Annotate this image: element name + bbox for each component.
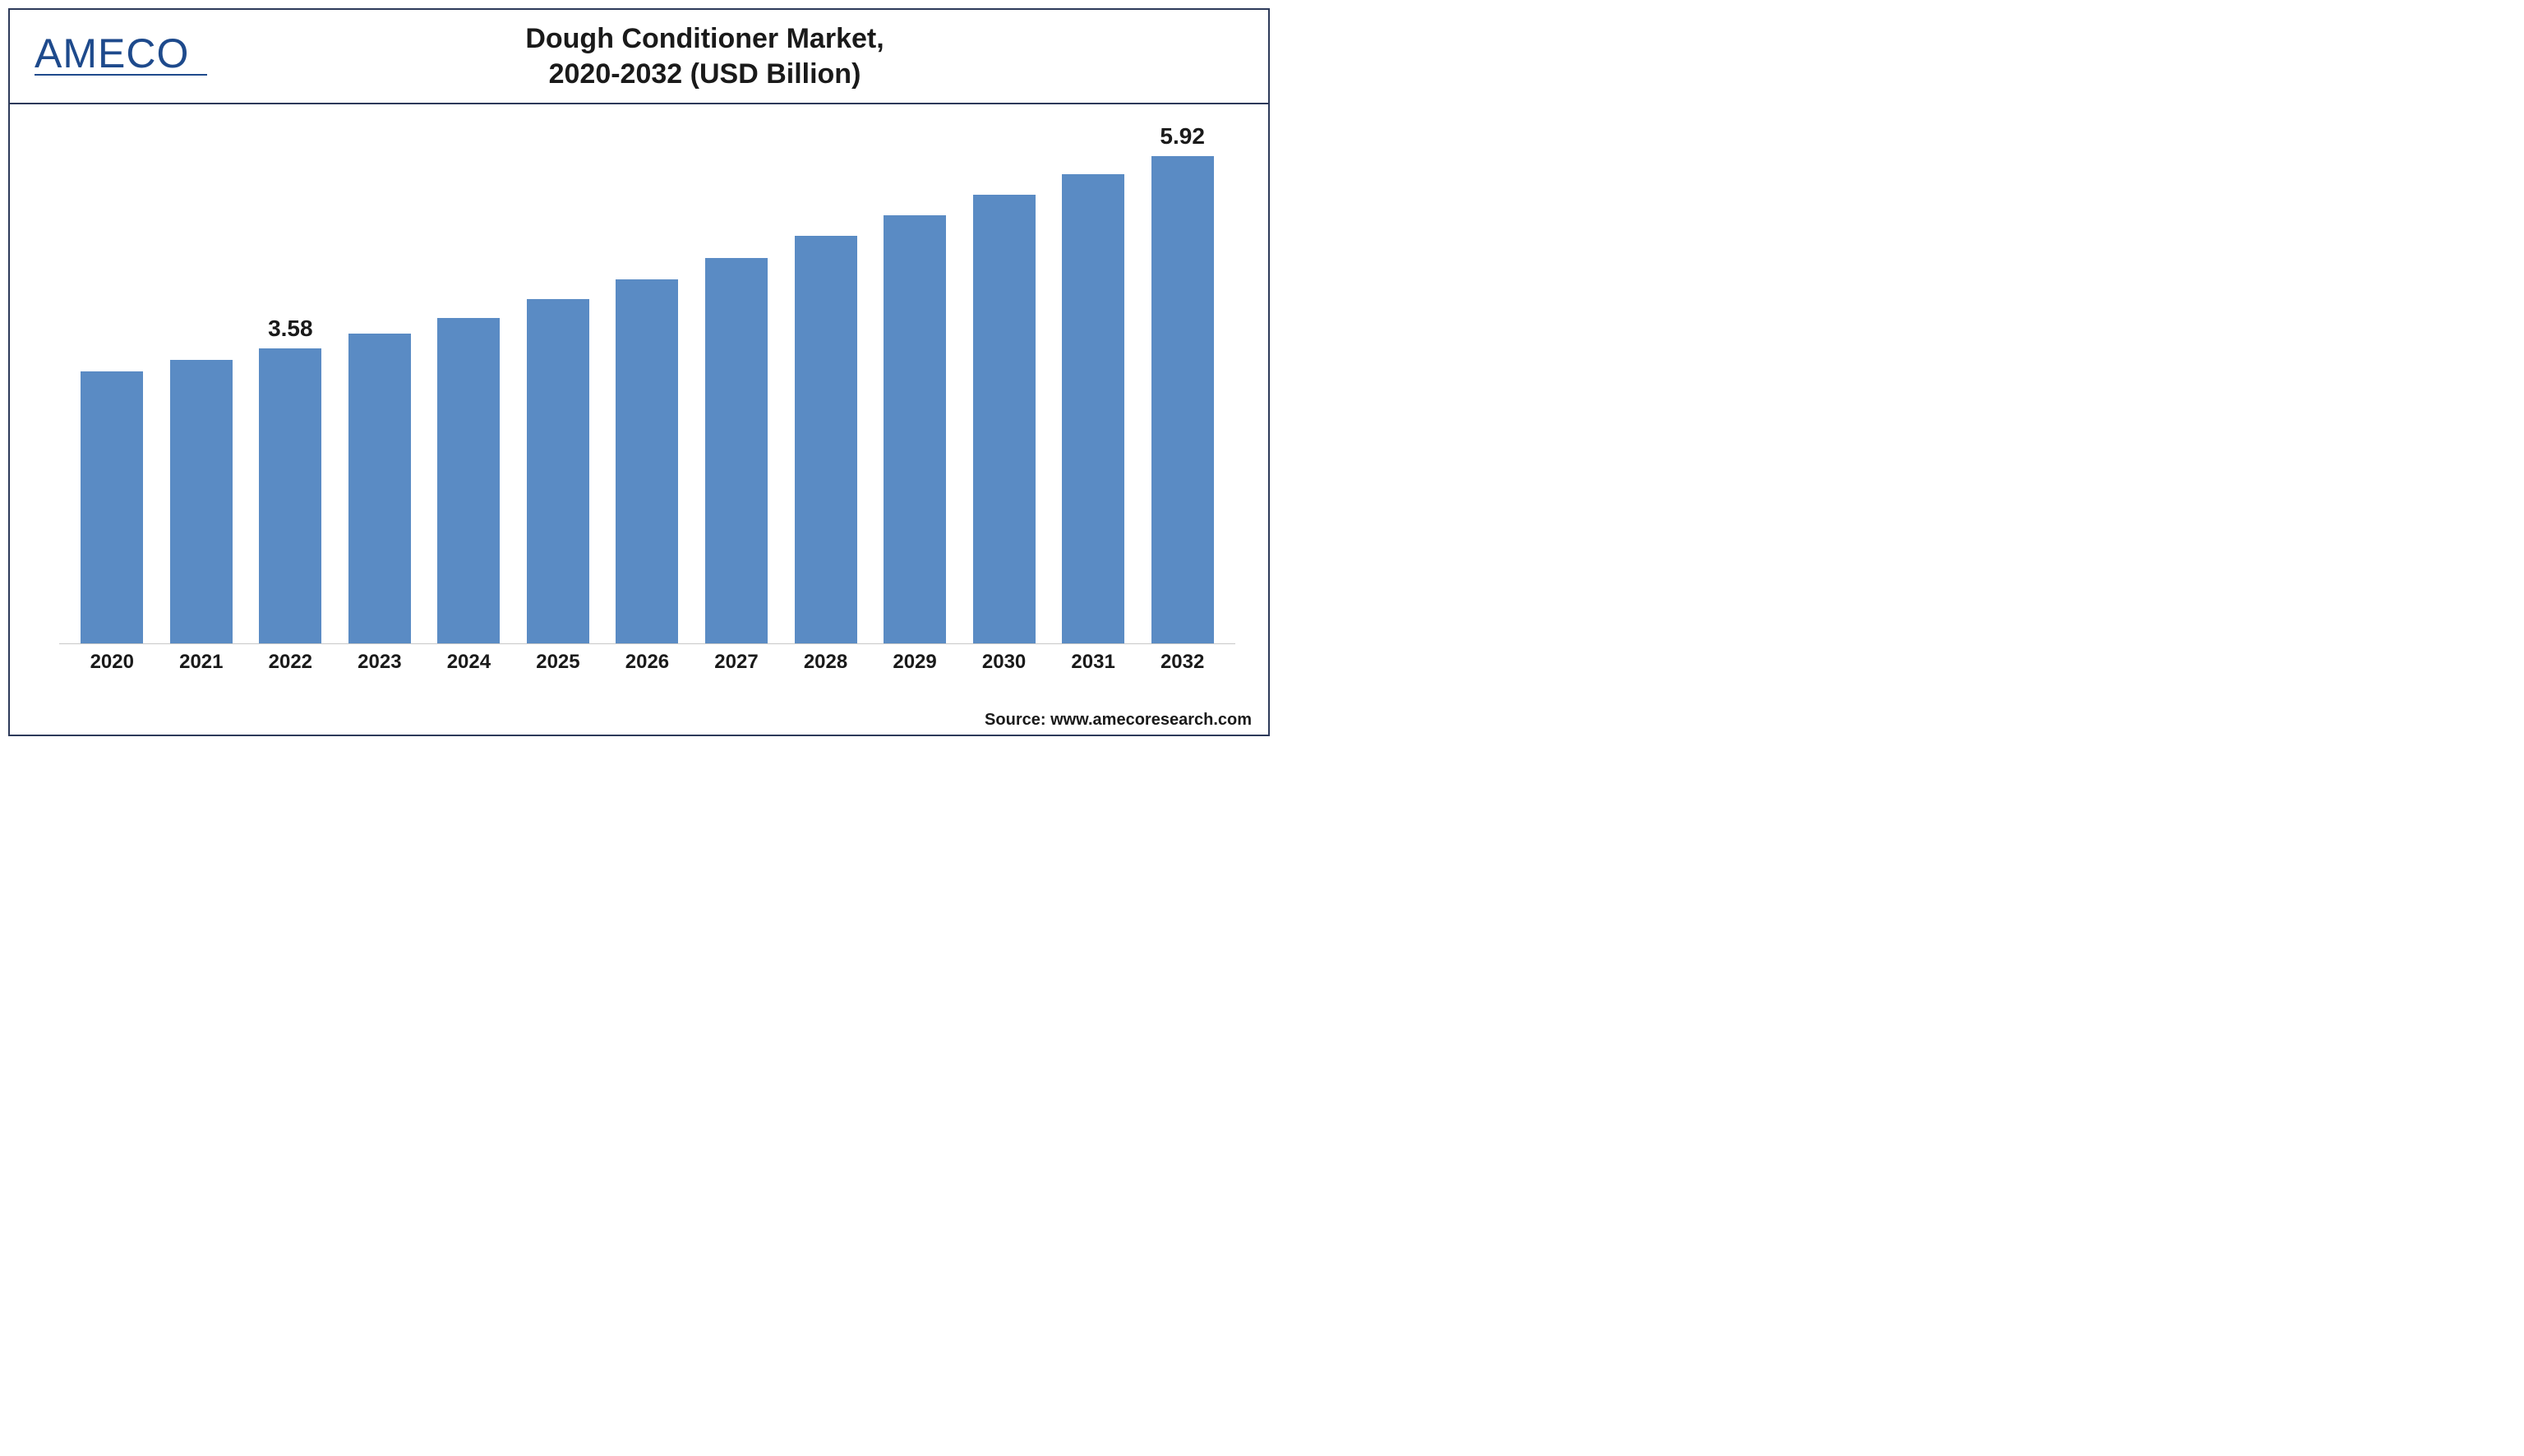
bar [348, 334, 411, 643]
x-axis-label: 2025 [514, 646, 603, 677]
chart-title: Dough Conditioner Market, 2020-2032 (USD… [265, 21, 1244, 91]
chart-area: 3.585.92 2020202120222023202420252026202… [59, 133, 1235, 677]
x-axis-label: 2027 [692, 646, 782, 677]
x-axis-label: 2030 [959, 646, 1049, 677]
bar-slot: 3.58 [246, 133, 335, 643]
source-attribution: Source: www.amecoresearch.com [985, 711, 1252, 730]
bar [527, 299, 589, 643]
x-axis-labels: 2020202120222023202420252026202720282029… [59, 646, 1235, 677]
bar-value-label: 3.58 [268, 316, 313, 342]
bar [1151, 156, 1214, 643]
bar-value-label: 5.92 [1160, 123, 1205, 150]
bar-slot [870, 133, 960, 643]
bar-slot [1049, 133, 1138, 643]
title-line-1: Dough Conditioner Market, [265, 21, 1145, 57]
bar-slot [959, 133, 1049, 643]
svg-text:AMECO: AMECO [35, 30, 189, 76]
bar-slot [781, 133, 870, 643]
bar [170, 360, 233, 643]
x-axis-label: 2026 [602, 646, 692, 677]
bar-slot [67, 133, 157, 643]
bar [259, 348, 321, 643]
ameco-logo-svg: AMECO [35, 30, 248, 79]
bar [81, 371, 143, 643]
bar-slot [335, 133, 425, 643]
x-axis-label: 2024 [424, 646, 514, 677]
header: AMECO Dough Conditioner Market, 2020-203… [10, 10, 1268, 104]
logo: AMECO [35, 30, 265, 83]
x-axis-label: 2031 [1049, 646, 1138, 677]
x-axis-label: 2020 [67, 646, 157, 677]
bar [1062, 174, 1124, 643]
bar [973, 195, 1036, 643]
bar [884, 215, 946, 643]
x-axis-label: 2023 [335, 646, 425, 677]
x-axis-label: 2028 [781, 646, 870, 677]
bar [616, 279, 678, 643]
bar-slot: 5.92 [1137, 133, 1227, 643]
bar-slot [514, 133, 603, 643]
chart-container: AMECO Dough Conditioner Market, 2020-203… [8, 8, 1270, 736]
bar-slot [692, 133, 782, 643]
x-axis-label: 2022 [246, 646, 335, 677]
x-axis-label: 2029 [870, 646, 960, 677]
bars-row: 3.58 5.92 [59, 133, 1235, 644]
bar-slot [424, 133, 514, 643]
bar [795, 236, 857, 643]
title-line-2: 2020-2032 (USD Billion) [265, 57, 1145, 92]
bar [705, 258, 768, 643]
bar-slot [602, 133, 692, 643]
bar-slot [157, 133, 247, 643]
x-axis-label: 2021 [157, 646, 247, 677]
x-axis-label: 2032 [1137, 646, 1227, 677]
bar [437, 318, 500, 643]
